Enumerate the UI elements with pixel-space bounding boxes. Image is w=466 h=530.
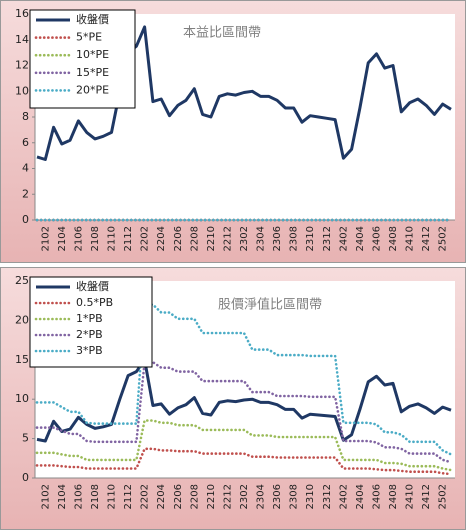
y-tick-label: 14 [15, 33, 29, 46]
x-tick-label: 2402 [338, 226, 349, 251]
x-tick-label: 2410 [405, 226, 416, 251]
series-line [35, 360, 453, 464]
legend-label: 收盤價 [76, 279, 109, 293]
y-tick-label: 6 [22, 136, 29, 149]
x-tick-label: 2306 [272, 226, 283, 251]
x-tick-label: 2310 [305, 226, 316, 251]
x-tick-label: 2104 [57, 484, 68, 509]
x-tick-label: 2102 [40, 226, 51, 251]
x-tick-label: 2406 [371, 226, 382, 251]
chart: 0 5 10 15 20 25 2102 2104 2106 2108 2110 2112 2202 22… [0, 267, 466, 530]
x-tick-label: 2112 [123, 226, 134, 251]
y-tick-label: 5 [22, 432, 29, 445]
x-tick-label: 2404 [355, 226, 366, 251]
series-line [36, 358, 452, 443]
x-tick-label: 2412 [421, 226, 432, 251]
legend-label: 收盤價 [76, 12, 109, 26]
x-tick-label: 2208 [189, 226, 200, 251]
x-tick-label: 2304 [256, 484, 267, 509]
x-tick-label: 2204 [156, 484, 167, 509]
x-tick-label: 2106 [73, 484, 84, 509]
series-line [36, 25, 452, 161]
x-tick-label: 2106 [73, 226, 84, 251]
x-tick-label: 2108 [90, 484, 101, 509]
x-tick-label: 2310 [305, 484, 316, 509]
x-tick-label: 2108 [90, 226, 101, 251]
x-tick-label: 2110 [107, 226, 118, 251]
legend-label: 5*PE [76, 31, 102, 44]
y-tick-label: 15 [15, 353, 29, 366]
series-line [35, 419, 453, 472]
x-tick-label: 2412 [421, 484, 432, 509]
x-tick-label: 2306 [272, 484, 283, 509]
x-tick-label: 2206 [173, 484, 184, 509]
y-tick-label: 16 [15, 7, 29, 20]
x-tick-label: 2210 [206, 226, 217, 251]
x-tick-label: 2204 [156, 226, 167, 251]
x-tick-label: 2402 [338, 484, 349, 509]
x-tick-label: 2312 [322, 226, 333, 251]
y-tick-label: 0 [22, 471, 29, 484]
x-tick-label: 2302 [239, 226, 250, 251]
x-tick-label: 2102 [40, 484, 51, 509]
legend-label: 1*PB [76, 312, 103, 325]
y-tick-label: 12 [15, 59, 29, 72]
y-tick-label: 20 [15, 313, 29, 326]
legend-label: 2*PB [76, 328, 103, 341]
legend-label: 3*PB [76, 344, 103, 357]
series-line [35, 447, 453, 476]
y-tick-label: 4 [22, 162, 29, 175]
x-tick-label: 2312 [322, 484, 333, 509]
y-tick-label: 0 [22, 213, 29, 226]
x-tick-label: 2208 [189, 484, 200, 509]
y-tick-label: 25 [15, 274, 29, 287]
x-tick-label: 2406 [371, 484, 382, 509]
y-tick-label: 2 [22, 187, 29, 200]
y-tick-label: 10 [15, 392, 29, 405]
chart-title: 本益比區間帶 [183, 26, 261, 41]
x-tick-label: 2104 [57, 226, 68, 251]
legend-label: 0.5*PB [76, 296, 113, 309]
legend-box [29, 276, 153, 368]
x-tick-label: 2206 [173, 226, 184, 251]
x-tick-label: 2110 [107, 484, 118, 509]
legend-label: 15*PE [76, 66, 109, 79]
x-tick-label: 2502 [438, 484, 449, 509]
x-tick-label: 2302 [239, 484, 250, 509]
x-tick-label: 2212 [222, 226, 233, 251]
series-line [35, 303, 453, 456]
legend-box [29, 9, 136, 109]
x-tick-label: 2408 [388, 484, 399, 509]
x-tick-label: 2502 [438, 226, 449, 251]
legend-label: 20*PE [76, 83, 109, 96]
y-tick-label: 10 [15, 84, 29, 97]
x-tick-label: 2308 [289, 484, 300, 509]
legend-label: 10*PE [76, 48, 109, 61]
x-tick-label: 2210 [206, 484, 217, 509]
x-tick-label: 2404 [355, 484, 366, 509]
x-tick-label: 2308 [289, 226, 300, 251]
x-tick-label: 2410 [405, 484, 416, 509]
x-tick-label: 2202 [140, 484, 151, 509]
y-tick-label: 8 [22, 110, 29, 123]
chart-title: 股價淨值比區間帶 [218, 297, 322, 313]
x-tick-label: 2408 [388, 226, 399, 251]
x-tick-label: 2202 [140, 226, 151, 251]
x-tick-label: 2212 [222, 484, 233, 509]
x-tick-label: 2112 [123, 484, 134, 509]
x-tick-label: 2304 [256, 226, 267, 251]
chart: 0 2 4 6 8 10 12 14 16 2102 2104 2106 2108 2110 2112 220… [0, 0, 466, 263]
